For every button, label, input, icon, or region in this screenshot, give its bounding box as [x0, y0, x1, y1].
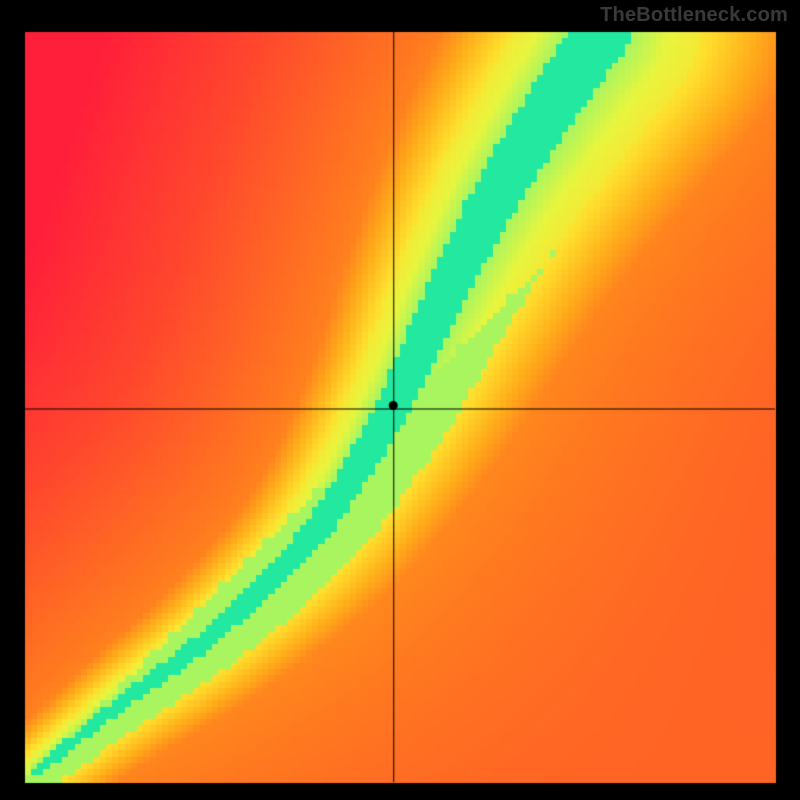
chart-container: TheBottleneck.com [0, 0, 800, 800]
watermark-text: TheBottleneck.com [600, 4, 788, 27]
heatmap-canvas [0, 0, 800, 800]
